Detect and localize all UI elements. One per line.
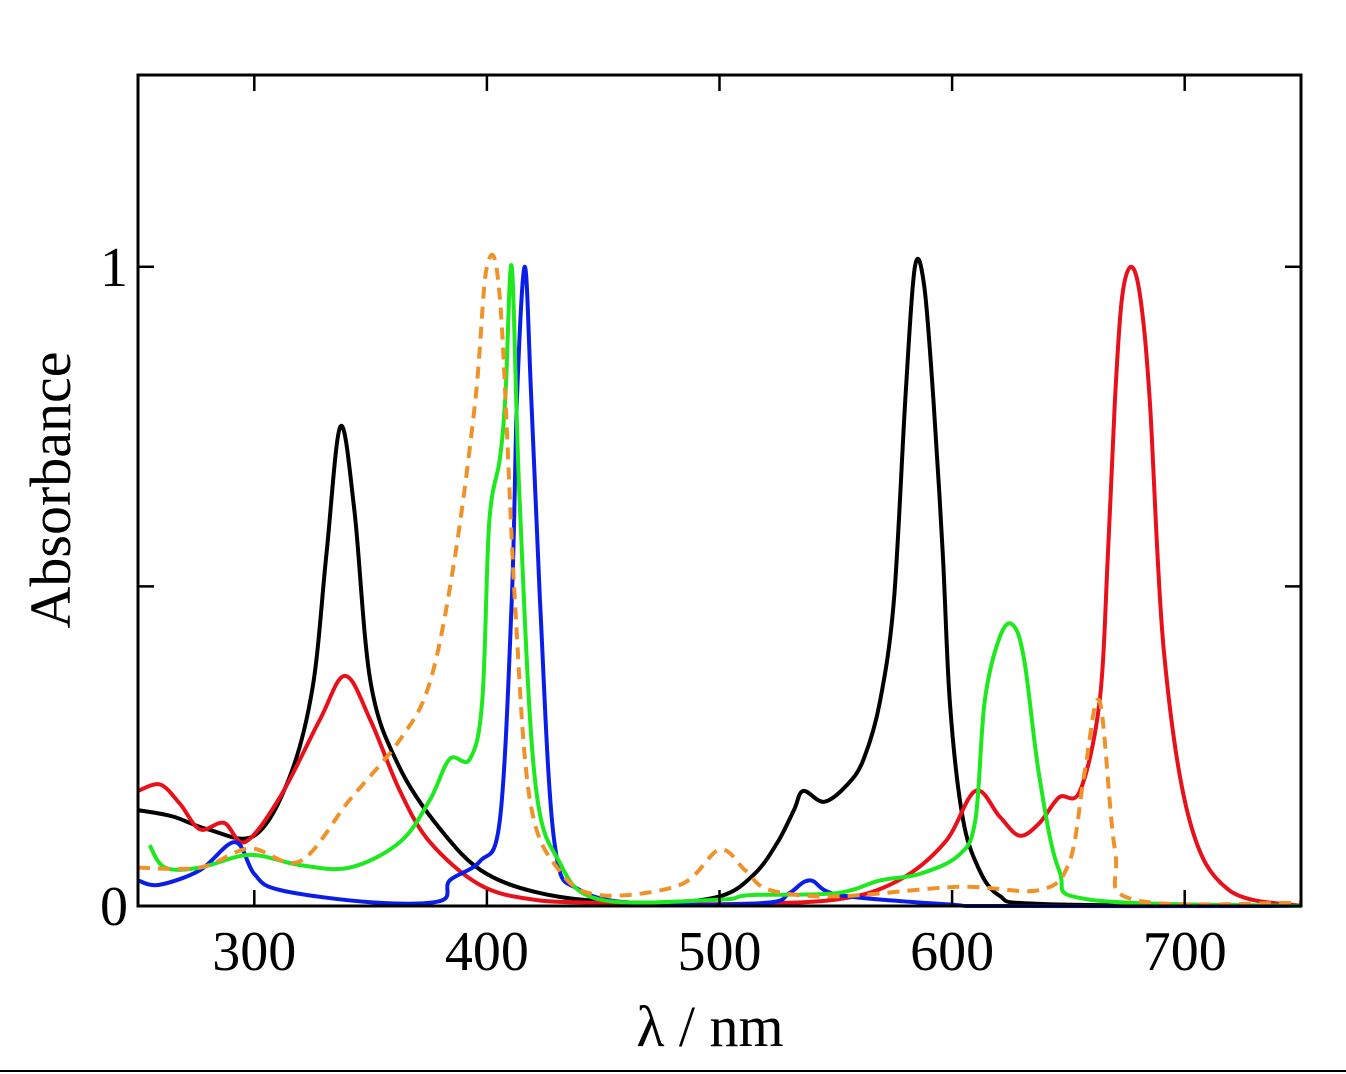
plot-frame	[136, 73, 1303, 908]
x-tick-label: 700	[1143, 921, 1227, 983]
series-line-red	[137, 264, 1302, 908]
y-axis-title: Absorbance	[18, 351, 83, 628]
x-tick-label: 500	[678, 921, 762, 983]
series-line-orange	[137, 252, 1302, 907]
ticks-layer: 300 400 500 600 700 0 1	[100, 75, 1301, 983]
x-tick-label: 300	[212, 921, 296, 983]
series-layer	[137, 252, 1302, 909]
series-line-black	[137, 257, 1302, 908]
series-line-green	[147, 263, 1302, 908]
y-tick-label: 1	[100, 237, 128, 299]
x-tick-label: 400	[445, 921, 529, 983]
y-tick-label: 0	[100, 876, 128, 938]
x-tick-label: 600	[910, 921, 994, 983]
x-axis-title: λ / nm	[636, 994, 783, 1059]
series-line-blue	[137, 264, 1302, 909]
